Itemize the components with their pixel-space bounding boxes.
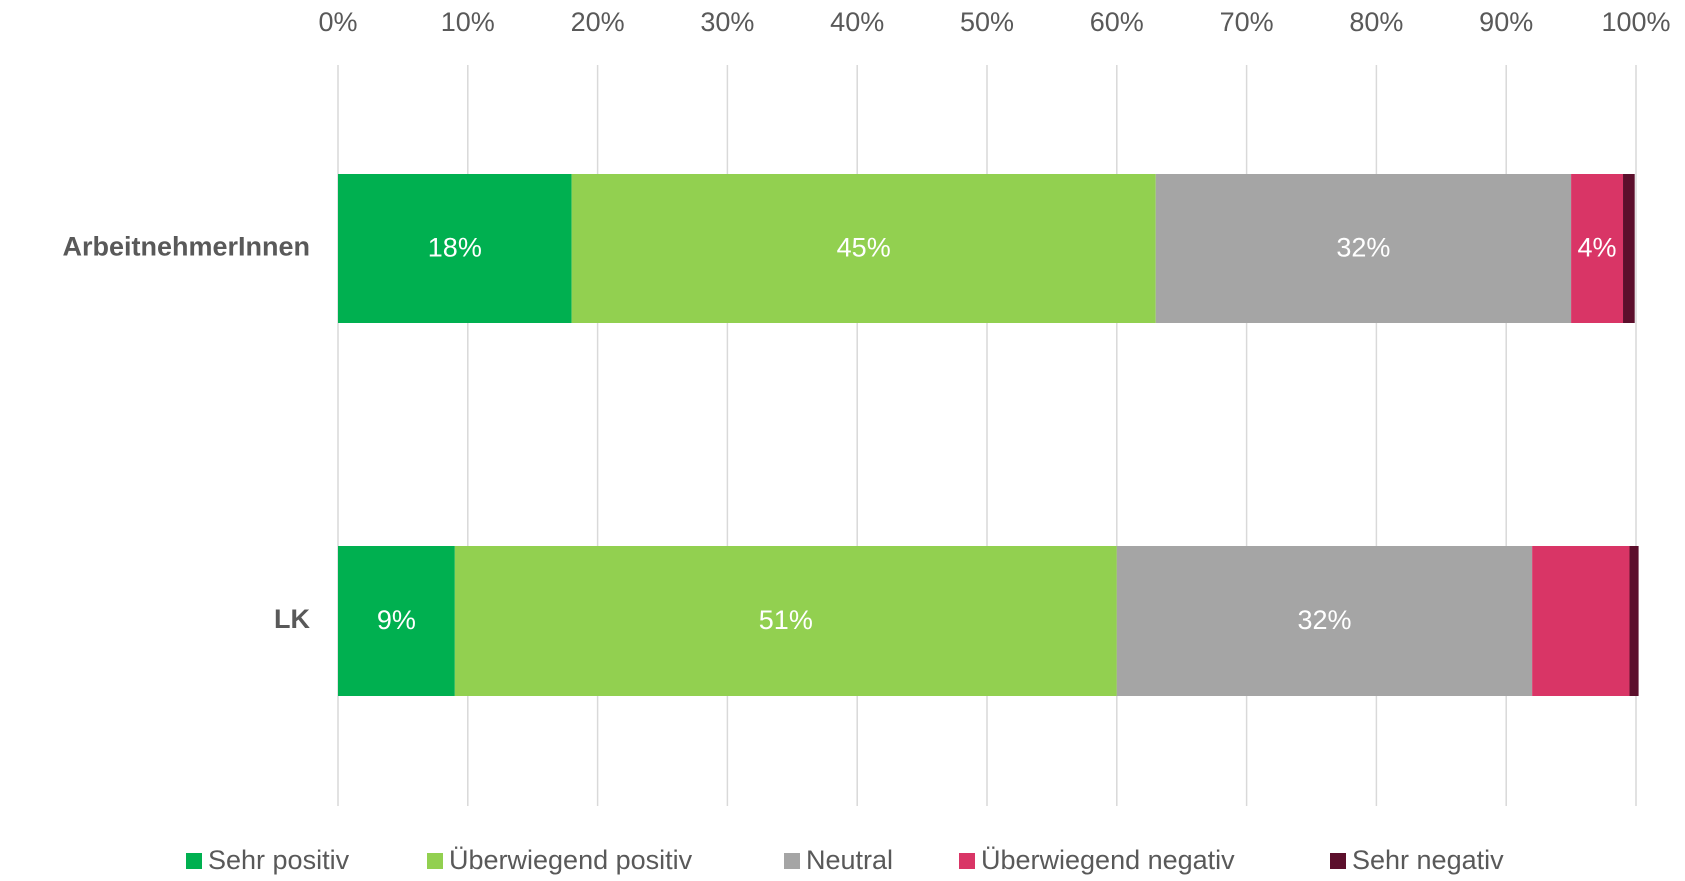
bar-segment [1629, 546, 1639, 696]
legend-swatch [427, 853, 443, 869]
bar-segment [1155, 174, 1572, 323]
x-tick-label: 50% [960, 7, 1014, 37]
legend-swatch [959, 853, 975, 869]
x-tick-label: 30% [700, 7, 754, 37]
category-label: ArbeitnehmerInnen [62, 232, 310, 262]
x-tick-label: 10% [441, 7, 495, 37]
x-tick-label: 40% [830, 7, 884, 37]
legend-label: Sehr positiv [208, 845, 350, 875]
data-label: 18% [428, 233, 482, 263]
bar-segment [338, 546, 455, 696]
x-tick-label: 70% [1220, 7, 1274, 37]
x-tick-label: 20% [571, 7, 625, 37]
bar-segment [1623, 174, 1635, 323]
x-tick-label: 80% [1349, 7, 1403, 37]
bar-segment [571, 174, 1156, 323]
legend-label: Neutral [806, 845, 893, 875]
x-tick-label: 60% [1090, 7, 1144, 37]
data-label: 32% [1336, 233, 1390, 263]
legend-swatch [1330, 853, 1346, 869]
data-label: 9% [377, 605, 416, 635]
bar-segment [1532, 546, 1630, 696]
data-label: 51% [759, 605, 813, 635]
x-tick-label: 0% [318, 7, 357, 37]
data-label: 32% [1297, 605, 1351, 635]
x-tick-label: 90% [1479, 7, 1533, 37]
legend-swatch [784, 853, 800, 869]
bar-segment [1116, 546, 1533, 696]
bar-segment [454, 546, 1117, 696]
bar-segment [338, 174, 572, 323]
bar-segment [1571, 174, 1624, 323]
legend-label: Sehr negativ [1352, 845, 1504, 875]
legend-label: Überwiegend positiv [449, 845, 693, 875]
legend-swatch [186, 853, 202, 869]
data-label: 45% [837, 233, 891, 263]
data-label: 4% [1578, 233, 1617, 263]
category-label: LK [274, 604, 310, 634]
legend-label: Überwiegend negativ [981, 845, 1235, 875]
x-tick-label: 100% [1601, 7, 1670, 37]
